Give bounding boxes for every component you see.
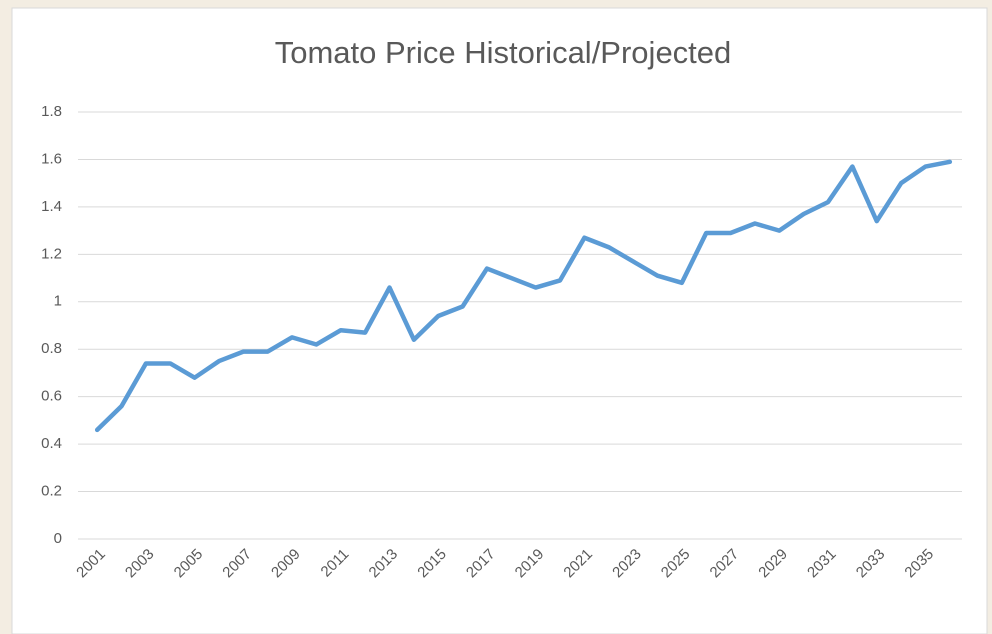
y-tick-label: 1.4 bbox=[41, 198, 62, 215]
chart-title: Tomato Price Historical/Projected bbox=[275, 35, 732, 70]
y-tick-label: 1.8 bbox=[41, 103, 62, 120]
y-tick-label: 1 bbox=[54, 293, 62, 310]
y-tick-label: 0.6 bbox=[41, 388, 62, 405]
y-tick-label: 0 bbox=[54, 530, 62, 547]
line bbox=[94, 159, 953, 433]
y-tick-label: 0.4 bbox=[41, 435, 62, 452]
y-tick-label: 0.2 bbox=[41, 483, 62, 500]
y-tick-label: 1.2 bbox=[41, 245, 62, 262]
y-tick-label: 0.8 bbox=[41, 340, 62, 357]
y-tick-label: 1.6 bbox=[41, 150, 62, 167]
chart-area bbox=[11, 7, 988, 634]
